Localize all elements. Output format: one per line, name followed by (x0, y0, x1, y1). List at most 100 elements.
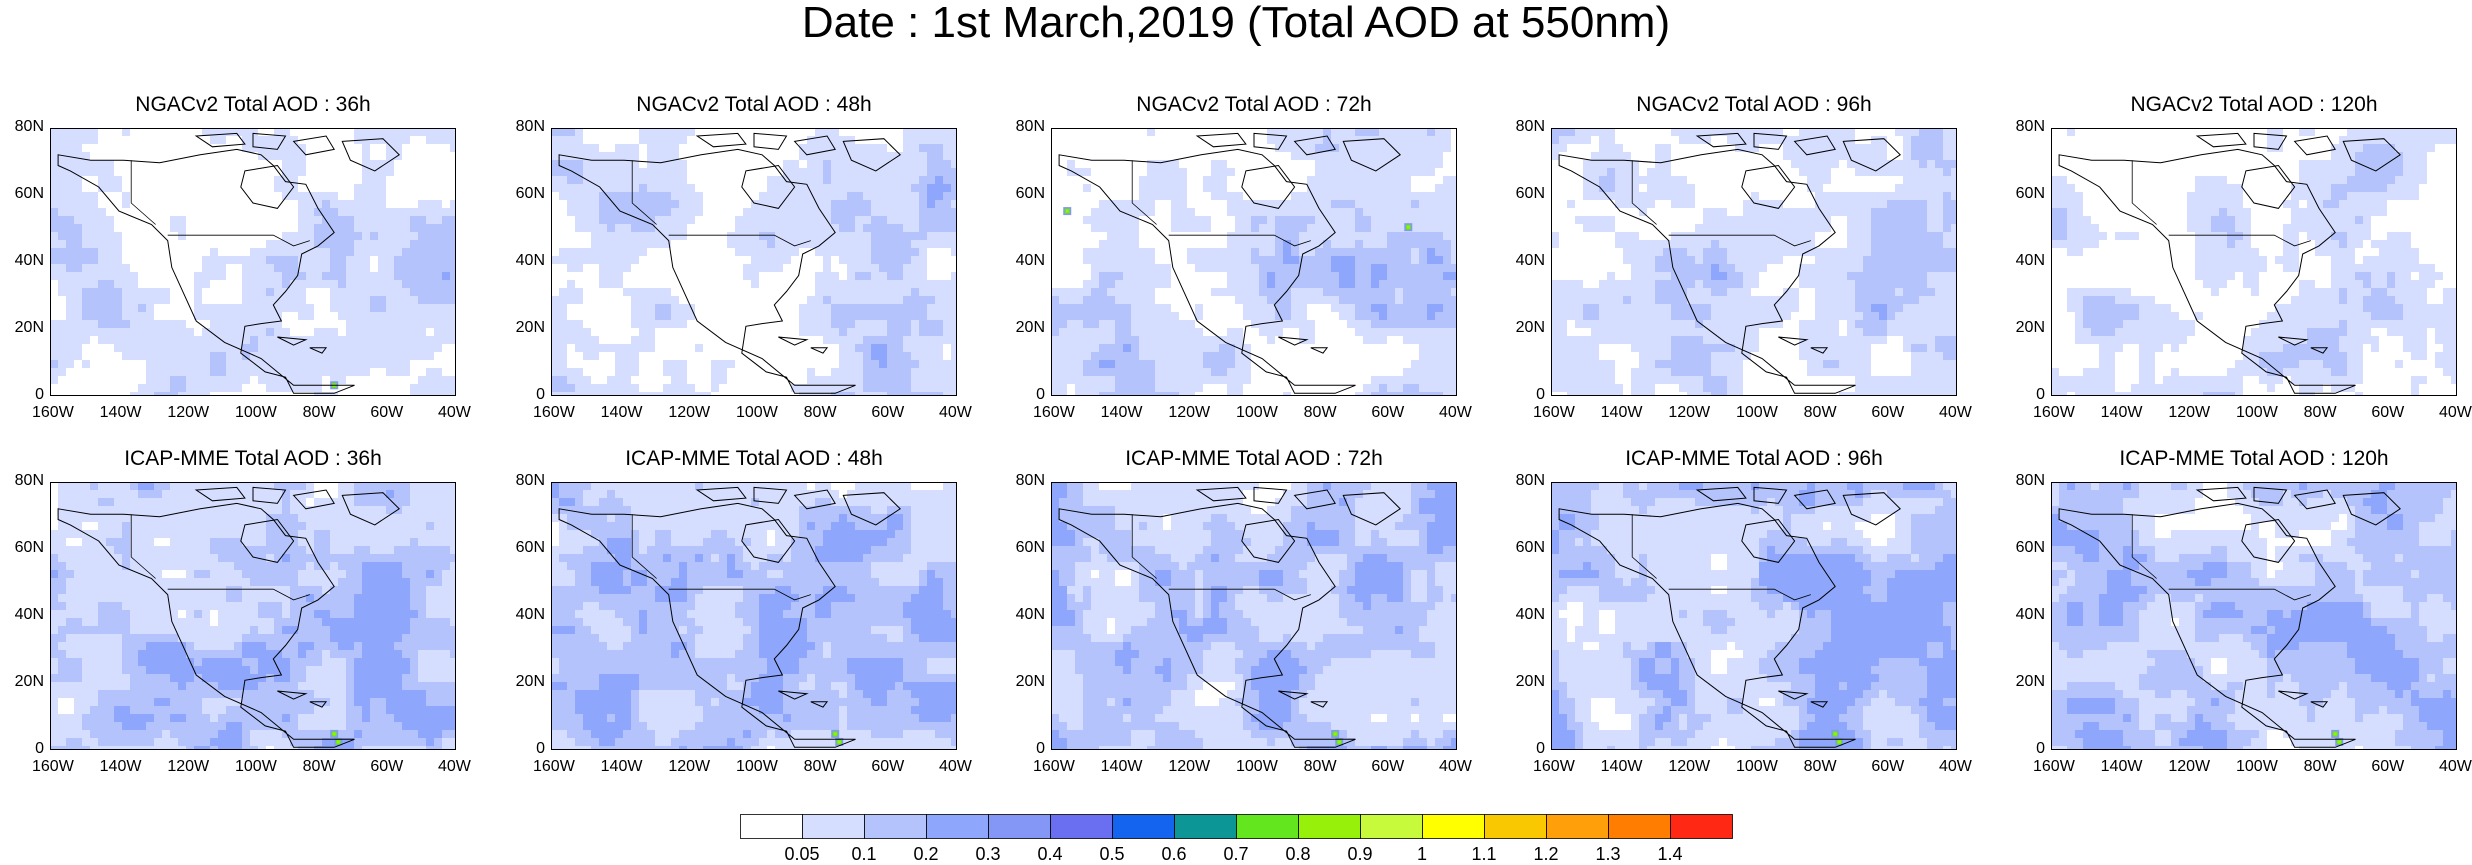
aod-cell (90, 160, 98, 168)
aod-cell (879, 312, 887, 320)
aod-cell (2203, 224, 2211, 232)
aod-cell (1267, 288, 1275, 296)
aod-cell (330, 264, 338, 272)
lon-tick-label: 40W (939, 404, 972, 422)
aod-cell (759, 240, 767, 248)
aod-cell (1067, 320, 1075, 328)
aod-cell (130, 336, 138, 344)
aod-cell (1583, 160, 1591, 168)
aod-cell (1323, 256, 1331, 264)
aod-cell (1655, 296, 1663, 304)
aod-cell (330, 272, 338, 280)
aod-cell (1823, 168, 1831, 176)
aod-cell (887, 384, 895, 392)
aod-cell (591, 152, 599, 160)
aod-cell (1559, 376, 1567, 384)
aod-cell (1219, 184, 1227, 192)
aod-cell (911, 344, 919, 352)
aod-cell (1067, 328, 1075, 336)
aod-cell (583, 384, 591, 392)
aod-cell (583, 192, 591, 200)
aod-cell (1615, 384, 1623, 392)
aod-cell (1411, 296, 1419, 304)
aod-cell (1831, 336, 1839, 344)
aod-cell (170, 384, 178, 392)
aod-cell (2291, 200, 2299, 208)
aod-cell (1663, 328, 1671, 336)
aod-cell (1411, 256, 1419, 264)
aod-cell (1147, 368, 1155, 376)
aod-cell (895, 360, 903, 368)
aod-cell (1623, 240, 1631, 248)
aod-cell (290, 288, 298, 296)
aod-cell (1331, 288, 1339, 296)
aod-cell (2347, 168, 2355, 176)
aod-cell (1123, 360, 1131, 368)
aod-cell (290, 192, 298, 200)
aod-cell (1395, 256, 1403, 264)
aod-cell (551, 320, 559, 328)
aod-cell (911, 384, 919, 392)
aod-cell (1099, 224, 1107, 232)
aod-cell (1575, 336, 1583, 344)
aod-cell (426, 280, 434, 288)
aod-cell (1687, 192, 1695, 200)
aod-cell (274, 248, 282, 256)
aod-cell (943, 152, 951, 160)
aod-cell (1347, 256, 1355, 264)
aod-cell (815, 168, 823, 176)
aod-cell (1815, 216, 1823, 224)
aod-cell (266, 344, 274, 352)
aod-cell (599, 176, 607, 184)
aod-cell (815, 376, 823, 384)
aod-cell (1695, 288, 1703, 296)
aod-cell (1823, 192, 1831, 200)
aod-cell (362, 184, 370, 192)
lat-tick-label: 40N (15, 252, 44, 270)
aod-cell (1695, 384, 1703, 392)
aod-cell (1419, 152, 1427, 160)
aod-cell (82, 280, 90, 288)
aod-cell (895, 368, 903, 376)
aod-cell (1703, 328, 1711, 336)
aod-cell (1703, 384, 1711, 392)
aod-cell (1299, 304, 1307, 312)
aod-cell (170, 224, 178, 232)
aod-cell (599, 208, 607, 216)
aod-cell (1839, 208, 1847, 216)
aod-cell (1235, 208, 1243, 216)
aod-cell (1879, 320, 1887, 328)
aod-cell (250, 136, 258, 144)
aod-cell (2395, 192, 2403, 200)
aod-cell (1123, 312, 1131, 320)
aod-cell (1927, 312, 1935, 320)
aod-cell (1823, 272, 1831, 280)
aod-cell (1387, 328, 1395, 336)
aod-cell (1903, 192, 1911, 200)
aod-cell (1195, 352, 1203, 360)
aod-cell (1775, 256, 1783, 264)
aod-cell (442, 248, 450, 256)
aod-cell (298, 376, 306, 384)
aod-cell (1943, 336, 1951, 344)
aod-cell (58, 216, 66, 224)
aod-cell (1879, 168, 1887, 176)
aod-cell (1719, 320, 1727, 328)
aod-cell (1299, 224, 1307, 232)
aod-cell (114, 296, 122, 304)
aod-cell (66, 264, 74, 272)
aod-cell (791, 240, 799, 248)
aod-cell (1387, 384, 1395, 392)
aod-cell (1395, 272, 1403, 280)
aod-cell (1131, 272, 1139, 280)
aod-cell (1935, 280, 1943, 288)
aod-cell (122, 344, 130, 352)
aod-cell (2403, 240, 2411, 248)
aod-cell (1179, 184, 1187, 192)
aod-cell (218, 344, 226, 352)
aod-cell (1591, 344, 1599, 352)
aod-cell (1299, 328, 1307, 336)
aod-cell (1879, 264, 1887, 272)
aod-cell (2371, 208, 2379, 216)
aod-cell (1099, 320, 1107, 328)
